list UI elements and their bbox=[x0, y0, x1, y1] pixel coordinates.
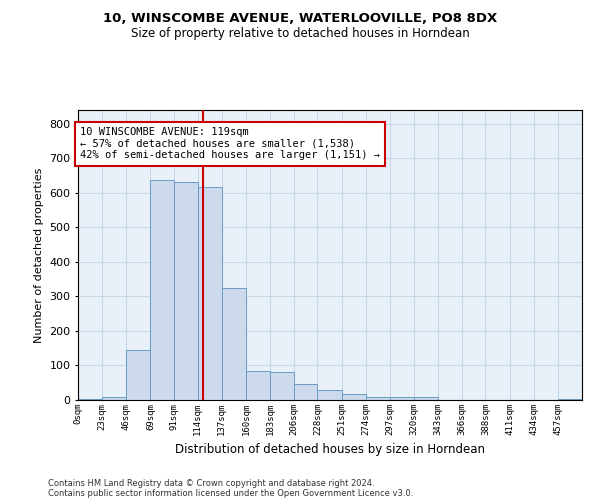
Y-axis label: Number of detached properties: Number of detached properties bbox=[34, 168, 44, 342]
Bar bbox=[295, 384, 317, 400]
Text: Contains public sector information licensed under the Open Government Licence v3: Contains public sector information licen… bbox=[48, 488, 413, 498]
Bar bbox=[222, 288, 246, 400]
Text: Contains HM Land Registry data © Crown copyright and database right 2024.: Contains HM Land Registry data © Crown c… bbox=[48, 478, 374, 488]
Bar bbox=[78, 399, 102, 400]
Text: Distribution of detached houses by size in Horndean: Distribution of detached houses by size … bbox=[175, 442, 485, 456]
Bar bbox=[366, 397, 390, 400]
Text: 10 WINSCOMBE AVENUE: 119sqm
← 57% of detached houses are smaller (1,538)
42% of : 10 WINSCOMBE AVENUE: 119sqm ← 57% of det… bbox=[80, 128, 380, 160]
Bar bbox=[246, 372, 270, 400]
Bar bbox=[127, 350, 151, 400]
Bar bbox=[414, 396, 438, 400]
Text: 10, WINSCOMBE AVENUE, WATERLOOVILLE, PO8 8DX: 10, WINSCOMBE AVENUE, WATERLOOVILLE, PO8… bbox=[103, 12, 497, 26]
Bar bbox=[151, 180, 173, 400]
Bar bbox=[102, 396, 127, 400]
Bar bbox=[390, 396, 414, 400]
Bar bbox=[173, 182, 198, 400]
Bar bbox=[198, 186, 222, 400]
Text: Size of property relative to detached houses in Horndean: Size of property relative to detached ho… bbox=[131, 28, 469, 40]
Bar bbox=[317, 390, 341, 400]
Bar bbox=[270, 372, 294, 400]
Bar bbox=[558, 399, 582, 400]
Bar bbox=[341, 394, 366, 400]
